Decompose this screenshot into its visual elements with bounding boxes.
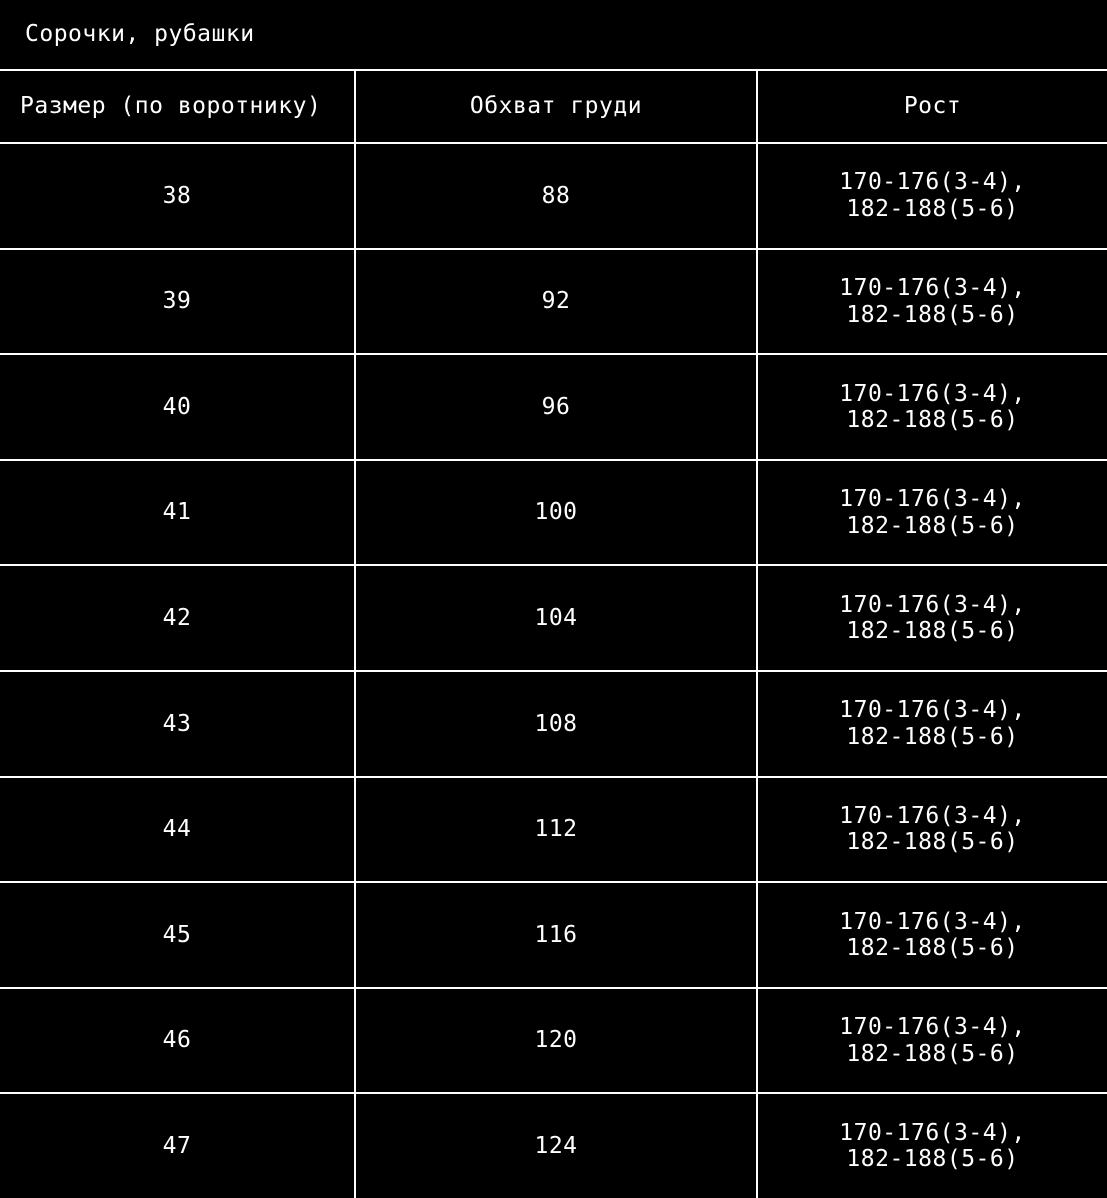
- table-row: 43 108 170-176(3-4), 182-188(5-6): [0, 671, 1107, 778]
- cell-size: 41: [0, 459, 356, 567]
- cell-chest: 96: [355, 354, 758, 461]
- table-header-row: Размер (по воротнику) Обхват груди Рост: [0, 70, 1107, 145]
- cell-height: 170-176(3-4), 182-188(5-6): [757, 882, 1107, 989]
- table-row: 45 116 170-176(3-4), 182-188(5-6): [0, 882, 1107, 989]
- page-title: Сорочки, рубашки: [0, 0, 1107, 72]
- cell-height: 170-176(3-4), 182-188(5-6): [757, 248, 1107, 356]
- cell-chest: 120: [355, 987, 758, 1095]
- table-row: 40 96 170-176(3-4), 182-188(5-6): [0, 354, 1107, 461]
- cell-size: 45: [0, 882, 356, 989]
- cell-height: 170-176(3-4), 182-188(5-6): [757, 459, 1107, 567]
- table-row: 47 124 170-176(3-4), 182-188(5-6): [0, 1093, 1107, 1198]
- column-header-chest: Обхват груди: [355, 70, 758, 145]
- cell-size: 43: [0, 671, 356, 778]
- cell-size: 47: [0, 1093, 356, 1198]
- cell-chest: 108: [355, 671, 758, 778]
- cell-height: 170-176(3-4), 182-188(5-6): [757, 987, 1107, 1095]
- table-row: 38 88 170-176(3-4), 182-188(5-6): [0, 143, 1107, 250]
- cell-size: 39: [0, 248, 356, 356]
- cell-size: 38: [0, 143, 356, 250]
- cell-height: 170-176(3-4), 182-188(5-6): [757, 354, 1107, 461]
- cell-height: 170-176(3-4), 182-188(5-6): [757, 671, 1107, 778]
- cell-size: 46: [0, 987, 356, 1095]
- cell-size: 44: [0, 776, 356, 884]
- cell-chest: 112: [355, 776, 758, 884]
- cell-height: 170-176(3-4), 182-188(5-6): [757, 565, 1107, 673]
- cell-height: 170-176(3-4), 182-188(5-6): [757, 143, 1107, 250]
- cell-chest: 88: [355, 143, 758, 250]
- column-header-size: Размер (по воротнику): [0, 70, 356, 145]
- table-row: 46 120 170-176(3-4), 182-188(5-6): [0, 987, 1107, 1095]
- table-row: 39 92 170-176(3-4), 182-188(5-6): [0, 248, 1107, 356]
- cell-chest: 116: [355, 882, 758, 989]
- table-title-row: Сорочки, рубашки: [0, 0, 1107, 72]
- cell-height: 170-176(3-4), 182-188(5-6): [757, 776, 1107, 884]
- table-row: 44 112 170-176(3-4), 182-188(5-6): [0, 776, 1107, 884]
- cell-size: 42: [0, 565, 356, 673]
- table-row: 42 104 170-176(3-4), 182-188(5-6): [0, 565, 1107, 673]
- cell-height: 170-176(3-4), 182-188(5-6): [839, 1119, 1026, 1173]
- cell-chest: 92: [355, 248, 758, 356]
- cell-chest: 124: [355, 1093, 758, 1198]
- cell-chest: 100: [355, 459, 758, 567]
- column-header-height: Рост: [757, 70, 1107, 145]
- cell-chest: 104: [355, 565, 758, 673]
- cell-size: 40: [0, 354, 356, 461]
- table-row: 41 100 170-176(3-4), 182-188(5-6): [0, 459, 1107, 567]
